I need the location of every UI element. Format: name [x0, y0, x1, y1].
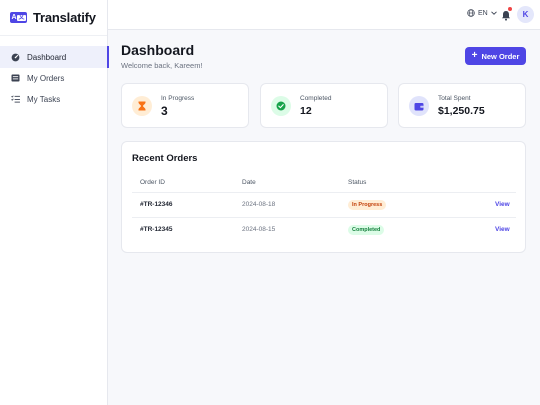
- order-date: 2024-08-18: [242, 201, 276, 208]
- section-title: Recent Orders: [132, 153, 198, 164]
- plus-icon: +: [471, 50, 478, 61]
- top-bar: EN K: [108, 0, 540, 30]
- new-order-label: New Order: [481, 51, 520, 61]
- sidebar-nav: Dashboard My Orders My Tasks: [0, 46, 109, 110]
- page-title: Dashboard: [121, 42, 195, 58]
- hourglass-icon: [132, 96, 152, 116]
- notification-bell-icon[interactable]: [501, 8, 511, 21]
- stat-value: 3: [161, 104, 168, 118]
- stat-value: 12: [300, 105, 312, 117]
- stat-label: In Progress: [161, 95, 195, 102]
- view-order-link[interactable]: View: [495, 201, 510, 208]
- order-id: #TR-12345: [140, 226, 173, 233]
- stat-label: Total Spent: [438, 95, 471, 102]
- dashboard-icon: [10, 52, 20, 62]
- stat-card-completed: Completed 12: [260, 83, 388, 128]
- sidebar-item-label: Dashboard: [27, 52, 67, 62]
- avatar[interactable]: K: [517, 6, 534, 23]
- language-selector[interactable]: EN: [467, 9, 497, 17]
- sidebar-item-my-orders[interactable]: My Orders: [0, 67, 108, 89]
- stat-value: $1,250.75: [438, 105, 485, 117]
- status-badge: In Progress: [348, 200, 387, 210]
- sidebar-item-label: My Tasks: [27, 94, 61, 104]
- column-header-status: Status: [348, 179, 367, 186]
- sidebar-item-my-tasks[interactable]: My Tasks: [0, 88, 108, 110]
- column-header-date: Date: [242, 179, 256, 186]
- order-id: #TR-12346: [140, 201, 173, 208]
- wallet-icon: [409, 96, 429, 116]
- divider: [132, 217, 516, 218]
- new-order-button[interactable]: + New Order: [465, 47, 526, 65]
- globe-icon: [467, 9, 475, 17]
- stat-label: Completed: [300, 95, 332, 102]
- stat-card-total-spent: Total Spent $1,250.75: [398, 83, 526, 128]
- sidebar-item-dashboard[interactable]: Dashboard: [0, 46, 109, 68]
- tasks-icon: [10, 94, 20, 104]
- order-date: 2024-08-15: [242, 226, 276, 233]
- chevron-down-icon: [490, 11, 497, 15]
- language-label: EN: [478, 9, 488, 17]
- status-badge: Completed: [348, 225, 385, 235]
- welcome-message: Welcome back, Kareem!: [121, 61, 203, 70]
- sidebar-item-label: My Orders: [27, 73, 65, 83]
- view-order-link[interactable]: View: [495, 226, 510, 233]
- orders-icon: [10, 73, 20, 83]
- app-name: Translatify: [33, 10, 96, 25]
- stat-card-in-progress: In Progress 3: [121, 83, 249, 128]
- check-circle-icon: [271, 96, 291, 116]
- recent-orders-panel: Recent Orders Order ID Date Status #TR-1…: [121, 141, 526, 253]
- divider: [132, 192, 516, 193]
- notification-dot: [508, 7, 512, 11]
- column-header-order-id: Order ID: [140, 179, 165, 186]
